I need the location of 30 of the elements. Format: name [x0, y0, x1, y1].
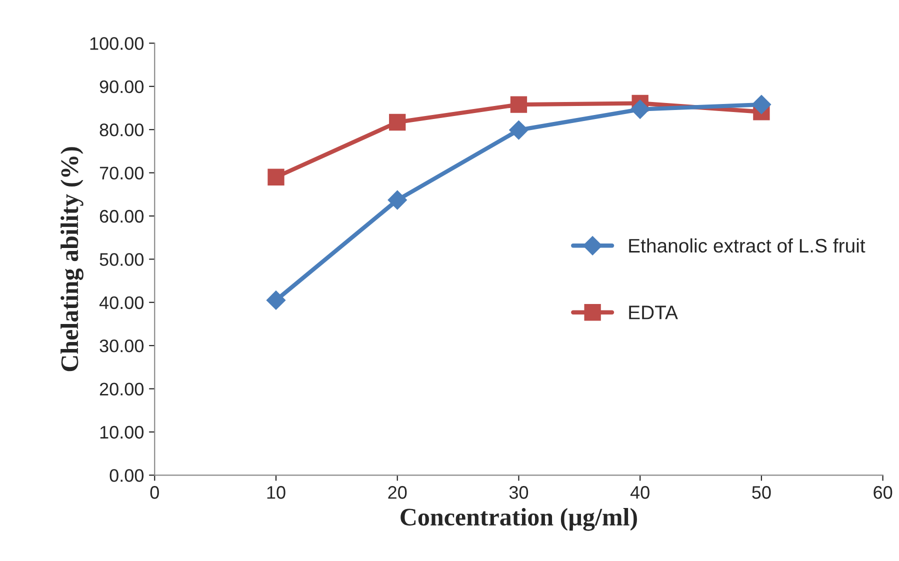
point: [510, 96, 528, 113]
y-tick-label: 10.00: [100, 426, 144, 439]
y-tick-label: 70.00: [100, 166, 144, 180]
point: [630, 100, 650, 119]
legend-label: EDTA: [629, 306, 678, 320]
y-axis-title: Chelating ability (%): [60, 147, 84, 372]
point: [268, 168, 284, 186]
y-tick-label: 90.00: [100, 80, 144, 94]
y-tick-label: 20.00: [100, 382, 144, 396]
y-tick-label: 50.00: [100, 253, 144, 266]
x-tick-label: 60: [874, 486, 892, 499]
y-tick-label: 40.00: [99, 296, 144, 310]
y-tick-label: 60.00: [100, 210, 144, 223]
point: [752, 95, 771, 114]
x-tick-label: 30: [509, 486, 528, 499]
point: [389, 114, 406, 131]
legend-label: Ethanolic extract of L.S fruit: [629, 238, 866, 253]
y-tick-label: 100.00: [90, 37, 144, 50]
point: [388, 190, 407, 210]
x-tick-label: 40: [630, 486, 650, 499]
y-tick-label: 30.00: [100, 340, 144, 352]
y-tick-label: 80.00: [100, 124, 144, 136]
point: [509, 120, 528, 140]
x-tick-label: 10: [267, 486, 286, 499]
x-tick-label: 0: [150, 486, 159, 499]
point: [266, 290, 286, 310]
x-tick-label: 50: [752, 486, 771, 499]
x-axis-title: Concentration (µg/ml): [400, 508, 637, 531]
y-tick-label: 0.00: [110, 469, 144, 482]
x-tick-label: 20: [388, 486, 407, 499]
